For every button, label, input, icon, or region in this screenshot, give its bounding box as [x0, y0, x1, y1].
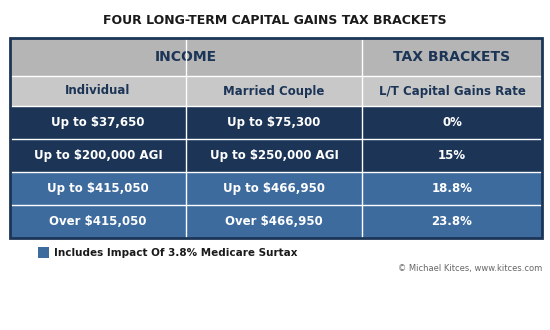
Text: © Michael Kitces, www.kitces.com: © Michael Kitces, www.kitces.com: [398, 263, 542, 273]
Bar: [362, 38, 542, 76]
Bar: [362, 172, 542, 205]
Text: L/T Capital Gains Rate: L/T Capital Gains Rate: [378, 84, 525, 97]
Bar: [362, 76, 542, 106]
Text: Married Couple: Married Couple: [223, 84, 324, 97]
Bar: [10, 38, 542, 238]
Bar: [10, 76, 186, 106]
Text: Over $466,950: Over $466,950: [225, 215, 323, 228]
Bar: [186, 76, 362, 106]
Bar: [186, 106, 362, 139]
Text: Includes Impact Of 3.8% Medicare Surtax: Includes Impact Of 3.8% Medicare Surtax: [54, 248, 298, 258]
Bar: [38, 247, 49, 257]
Bar: [10, 205, 186, 238]
Text: 0%: 0%: [442, 116, 462, 129]
Bar: [186, 139, 362, 172]
Text: Up to $200,000 AGI: Up to $200,000 AGI: [34, 149, 162, 162]
Text: TAX BRACKETS: TAX BRACKETS: [393, 50, 510, 64]
Bar: [10, 106, 186, 139]
Text: 18.8%: 18.8%: [432, 182, 472, 195]
Bar: [362, 205, 542, 238]
Text: Over $415,050: Over $415,050: [50, 215, 147, 228]
Text: FOUR LONG-TERM CAPITAL GAINS TAX BRACKETS: FOUR LONG-TERM CAPITAL GAINS TAX BRACKET…: [103, 14, 447, 26]
Text: Up to $37,650: Up to $37,650: [51, 116, 145, 129]
Bar: [362, 106, 542, 139]
Bar: [10, 139, 186, 172]
Text: Up to $466,950: Up to $466,950: [223, 182, 325, 195]
Bar: [186, 205, 362, 238]
Bar: [10, 38, 362, 76]
Text: Individual: Individual: [65, 84, 131, 97]
Text: 15%: 15%: [438, 149, 466, 162]
Text: Up to $415,050: Up to $415,050: [47, 182, 149, 195]
Bar: [362, 139, 542, 172]
Text: 23.8%: 23.8%: [432, 215, 472, 228]
Bar: [10, 172, 186, 205]
Bar: [186, 172, 362, 205]
Text: Up to $250,000 AGI: Up to $250,000 AGI: [210, 149, 338, 162]
Text: INCOME: INCOME: [155, 50, 217, 64]
Text: Up to $75,300: Up to $75,300: [227, 116, 321, 129]
